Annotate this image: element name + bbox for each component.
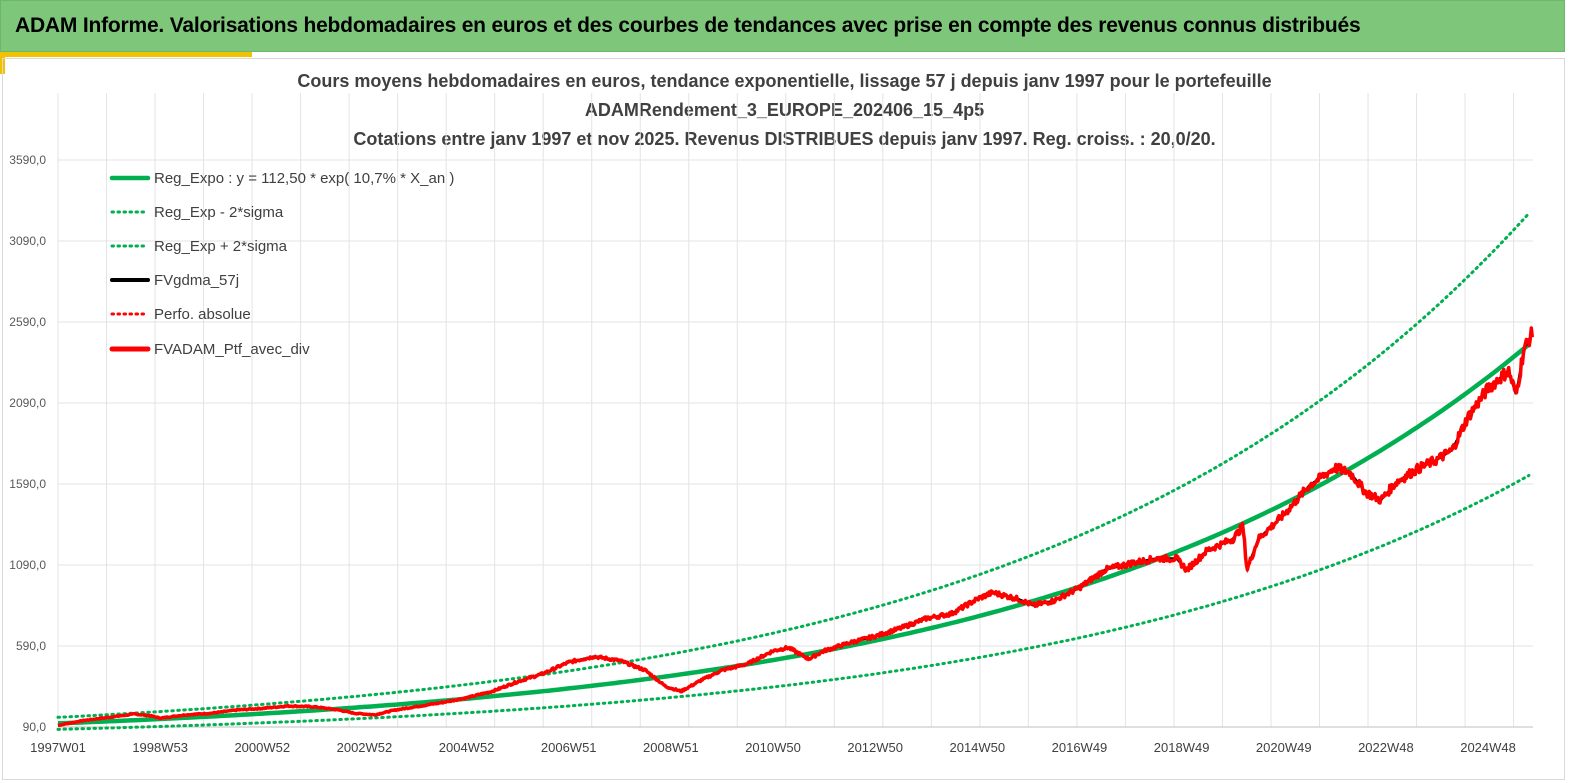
y-tick-label: 2590,0 <box>9 315 46 329</box>
chart-title-line-3: Cotations entre janv 1997 et nov 2025. R… <box>353 129 1216 149</box>
accent-bar <box>0 52 252 57</box>
x-tick-label: 1997W01 <box>30 740 86 755</box>
chart-frame <box>2 58 1565 780</box>
x-tick-label: 2004W52 <box>439 740 495 755</box>
x-tick-label: 2014W50 <box>949 740 1005 755</box>
y-axis-ticks: 90,0 590,0 1090,0 1590,0 2090,0 2590,0 3090,0 3… <box>9 153 46 734</box>
y-tick-label: 1090,0 <box>9 558 46 572</box>
grid-lines <box>57 93 1533 728</box>
x-tick-label: 2024W48 <box>1460 740 1516 755</box>
y-tick-label: 3590,0 <box>9 153 46 167</box>
reg-exp-minus-2sigma-line <box>56 474 1531 731</box>
chart-title-line-1: Cours moyens hebdomadaires en euros, ten… <box>297 71 1272 91</box>
y-tick-label: 590,0 <box>16 639 46 653</box>
legend-label: Reg_Expo : y = 112,50 * exp( 10,7% * X_a… <box>154 170 454 187</box>
legend-label: FVgdma_57j <box>154 272 239 289</box>
x-tick-label: 2010W50 <box>745 740 801 755</box>
x-tick-label: 2006W51 <box>541 740 597 755</box>
x-tick-label: 2018W49 <box>1154 740 1210 755</box>
x-tick-label: 2000W52 <box>234 740 290 755</box>
chart-title-line-2: ADAMRendement_3_EUROPE_202406_15_4p5 <box>584 100 985 120</box>
legend-label: FVADAM_Ptf_avec_div <box>154 341 310 358</box>
x-tick-label: 2020W49 <box>1256 740 1312 755</box>
x-tick-label: 2016W49 <box>1052 740 1108 755</box>
x-axis-ticks: 1997W01 1998W53 2000W52 2002W52 2004W52 2006W… <box>30 740 1516 755</box>
series-lines <box>56 211 1535 731</box>
legend-label: Perfo. absolue <box>154 306 251 323</box>
legend-label: Reg_Exp + 2*sigma <box>154 238 288 255</box>
fvgdma-57j-line <box>57 332 1534 727</box>
legend: Reg_Expo : y = 112,50 * exp( 10,7% * X_a… <box>109 170 454 358</box>
reg-expo-line <box>57 342 1531 726</box>
y-tick-label: 1590,0 <box>9 477 46 491</box>
x-tick-label: 2008W51 <box>643 740 699 755</box>
fvadam-ptf-avec-div-line <box>57 326 1535 728</box>
x-tick-label: 2022W48 <box>1358 740 1414 755</box>
report-header: ADAM Informe. Valorisations hebdomadaire… <box>0 0 1565 52</box>
report-title: ADAM Informe. Valorisations hebdomadaire… <box>15 14 1361 37</box>
x-tick-label: 2002W52 <box>337 740 393 755</box>
y-tick-label: 3090,0 <box>9 234 46 248</box>
x-tick-label: 2012W50 <box>847 740 903 755</box>
reg-exp-plus-2sigma-line <box>56 211 1531 719</box>
x-tick-label: 1998W53 <box>132 740 188 755</box>
y-tick-label: 2090,0 <box>9 396 46 410</box>
y-tick-label: 90,0 <box>23 720 47 734</box>
legend-label: Reg_Exp - 2*sigma <box>154 204 284 221</box>
